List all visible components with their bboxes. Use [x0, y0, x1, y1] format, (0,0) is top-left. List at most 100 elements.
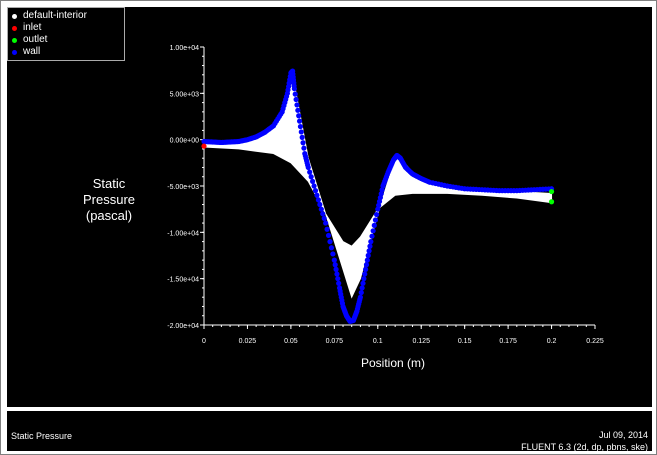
legend-item-outlet: outlet: [12, 34, 47, 46]
legend-dot: [12, 37, 17, 43]
point-wall: [361, 276, 367, 282]
legend-dot: [12, 49, 17, 55]
point-wall: [364, 257, 370, 263]
point-wall: [367, 243, 373, 249]
point-wall: [372, 217, 379, 223]
point-wall: [317, 201, 323, 208]
footer-info: Jul 09, 2014 FLUENT 6.3 (2d, dp, pbns, s…: [521, 429, 648, 453]
point-wall: [327, 239, 333, 245]
point-wall: [292, 91, 298, 97]
legend: default-interior inlet outlet wall: [7, 7, 125, 61]
plot-area: default-interior inlet outlet wall 1.00e…: [7, 7, 652, 407]
x-tick-label: 0.15: [458, 338, 472, 345]
point-wall: [299, 134, 305, 140]
point-wall: [333, 266, 339, 272]
point-wall: [328, 245, 335, 251]
point-wall: [324, 226, 330, 232]
point-inlet: [201, 143, 207, 149]
x-tick-label: 0.075: [326, 338, 344, 345]
x-tick-label: 0.2: [547, 338, 557, 345]
point-wall: [370, 228, 376, 234]
status-footer: Static Pressure Jul 09, 2014 FLUENT 6.3 …: [7, 411, 652, 453]
point-wall: [323, 220, 329, 226]
point-wall: [332, 262, 338, 268]
legend-item-wall: wall: [12, 46, 40, 58]
y-axis-label-line: Static: [93, 176, 126, 191]
point-wall: [320, 211, 326, 217]
x-tick-label: 0.175: [499, 338, 517, 345]
point-wall: [369, 233, 375, 239]
point-wall: [357, 294, 363, 300]
legend-label: outlet: [23, 34, 48, 45]
point-wall: [305, 164, 311, 171]
point-wall: [298, 129, 304, 135]
point-wall: [321, 215, 327, 222]
point-wall: [315, 197, 322, 203]
y-tick-label: -1.00e+04: [167, 230, 199, 237]
point-wall: [331, 257, 337, 263]
point-outlet: [548, 199, 555, 205]
point-wall: [300, 140, 306, 146]
point-wall: [296, 118, 303, 124]
point-wall: [312, 188, 319, 194]
point-wall: [310, 178, 316, 184]
point-wall: [314, 192, 320, 198]
point-wall: [363, 262, 370, 268]
x-tick-label: 0.225: [586, 338, 604, 345]
point-wall: [294, 102, 300, 108]
y-tick-label: 5.00e+03: [170, 91, 199, 98]
point-wall: [296, 113, 302, 119]
plot-name: Static Pressure: [11, 431, 73, 441]
point-wall: [330, 251, 336, 257]
point-wall: [368, 239, 374, 245]
point-wall: [325, 232, 332, 239]
series-default-interior: [203, 71, 553, 299]
y-tick-label: -5.00e+03: [167, 184, 199, 191]
point-wall: [358, 289, 364, 296]
point-wall: [363, 266, 369, 272]
point-wall: [365, 252, 371, 259]
x-tick-label: 0.1: [373, 338, 383, 345]
x-tick-label: 0: [202, 338, 206, 345]
point-wall: [295, 107, 301, 113]
point-wall: [318, 206, 324, 212]
x-axis-label: Position (m): [361, 356, 425, 370]
point-wall: [359, 285, 365, 291]
y-tick-label: -1.50e+04: [167, 277, 199, 284]
legend-label: default-interior: [23, 10, 87, 21]
y-tick-label: 0.00e+00: [170, 138, 199, 145]
y-tick-label: -2.00e+04: [167, 323, 199, 330]
point-outlet: [548, 188, 555, 195]
x-tick-label: 0.025: [239, 338, 257, 345]
point-wall: [336, 280, 342, 286]
y-axis-label-line: (pascal): [86, 208, 132, 223]
y-axis-label-line: Pressure: [83, 192, 135, 207]
point-wall: [374, 211, 380, 218]
point-wall: [291, 86, 297, 92]
point-wall: [335, 276, 341, 282]
point-wall: [371, 222, 377, 228]
y-tick-label: 1.00e+04: [170, 45, 199, 52]
legend-item-inlet: inlet: [12, 22, 41, 34]
legend-dot: [12, 25, 17, 31]
plot-date: Jul 09, 2014: [598, 430, 648, 440]
point-wall: [307, 169, 313, 175]
point-wall: [366, 248, 372, 254]
legend-dot: [12, 13, 17, 19]
point-wall: [360, 280, 366, 286]
xy-plot: 1.00e+04 5.00e+03 0.00e+00 -5.00e+03 -1.00e+…: [83, 45, 604, 370]
point-wall: [301, 145, 307, 151]
point-wall: [334, 271, 340, 277]
legend-item-default-interior: default-interior: [12, 10, 87, 22]
solver-version: FLUENT 6.3 (2d, dp, pbns, ske): [521, 442, 648, 452]
x-tick-label: 0.05: [284, 338, 298, 345]
point-wall: [297, 123, 304, 130]
legend-label: inlet: [23, 22, 42, 33]
point-wall: [311, 183, 317, 189]
point-wall: [362, 271, 368, 277]
point-wall: [308, 174, 314, 180]
legend-label: wall: [23, 46, 41, 57]
point-wall: [293, 96, 299, 103]
x-tick-label: 0.125: [412, 338, 430, 345]
